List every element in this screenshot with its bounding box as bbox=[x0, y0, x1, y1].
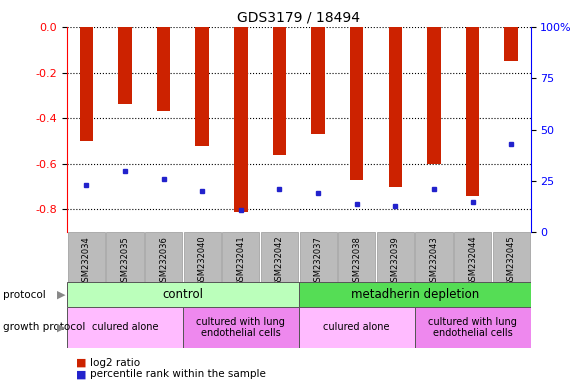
Text: GSM232035: GSM232035 bbox=[121, 236, 129, 286]
Bar bbox=[298, 282, 531, 307]
Bar bbox=[338, 232, 375, 282]
Text: GSM232040: GSM232040 bbox=[198, 236, 207, 286]
Bar bbox=[350, 27, 363, 180]
Bar bbox=[416, 232, 452, 282]
Bar bbox=[67, 282, 298, 307]
Bar bbox=[68, 232, 105, 282]
Bar bbox=[427, 27, 441, 164]
Text: growth protocol: growth protocol bbox=[3, 322, 85, 333]
Bar bbox=[415, 307, 531, 348]
Text: GSM232039: GSM232039 bbox=[391, 236, 400, 286]
Bar bbox=[222, 232, 259, 282]
Bar bbox=[195, 27, 209, 146]
Bar bbox=[118, 27, 132, 104]
Text: GSM232044: GSM232044 bbox=[468, 236, 477, 286]
Text: ▶: ▶ bbox=[57, 322, 65, 333]
Bar bbox=[466, 27, 479, 196]
Bar bbox=[504, 27, 518, 61]
Bar bbox=[157, 27, 170, 111]
Text: GSM232045: GSM232045 bbox=[507, 236, 516, 286]
Text: log2 ratio: log2 ratio bbox=[90, 358, 141, 368]
Text: GSM232038: GSM232038 bbox=[352, 236, 361, 287]
Bar bbox=[273, 27, 286, 155]
Text: ■: ■ bbox=[76, 358, 86, 368]
Text: GSM232041: GSM232041 bbox=[236, 236, 245, 286]
Bar bbox=[377, 232, 414, 282]
Text: GSM232042: GSM232042 bbox=[275, 236, 284, 286]
Text: GSM232043: GSM232043 bbox=[430, 236, 438, 286]
Text: cultured with lung
endothelial cells: cultured with lung endothelial cells bbox=[428, 316, 517, 338]
Text: ▶: ▶ bbox=[57, 290, 65, 300]
Text: GSM232037: GSM232037 bbox=[314, 236, 322, 287]
Title: GDS3179 / 18494: GDS3179 / 18494 bbox=[237, 10, 360, 24]
Bar bbox=[298, 307, 415, 348]
Bar bbox=[183, 307, 298, 348]
Bar bbox=[493, 232, 530, 282]
Bar bbox=[300, 232, 336, 282]
Bar bbox=[234, 27, 248, 212]
Bar bbox=[145, 232, 182, 282]
Text: metadherin depletion: metadherin depletion bbox=[350, 288, 479, 301]
Bar bbox=[107, 232, 143, 282]
Text: ■: ■ bbox=[76, 369, 86, 379]
Bar bbox=[454, 232, 491, 282]
Text: GSM232034: GSM232034 bbox=[82, 236, 91, 286]
Bar bbox=[184, 232, 221, 282]
Text: culured alone: culured alone bbox=[92, 322, 158, 333]
Text: culured alone: culured alone bbox=[324, 322, 390, 333]
Text: control: control bbox=[163, 288, 203, 301]
Bar bbox=[67, 307, 183, 348]
Text: cultured with lung
endothelial cells: cultured with lung endothelial cells bbox=[196, 316, 285, 338]
Text: GSM232036: GSM232036 bbox=[159, 236, 168, 287]
Text: protocol: protocol bbox=[3, 290, 45, 300]
Bar bbox=[389, 27, 402, 187]
Bar bbox=[311, 27, 325, 134]
Bar bbox=[261, 232, 298, 282]
Text: percentile rank within the sample: percentile rank within the sample bbox=[90, 369, 266, 379]
Bar bbox=[80, 27, 93, 141]
